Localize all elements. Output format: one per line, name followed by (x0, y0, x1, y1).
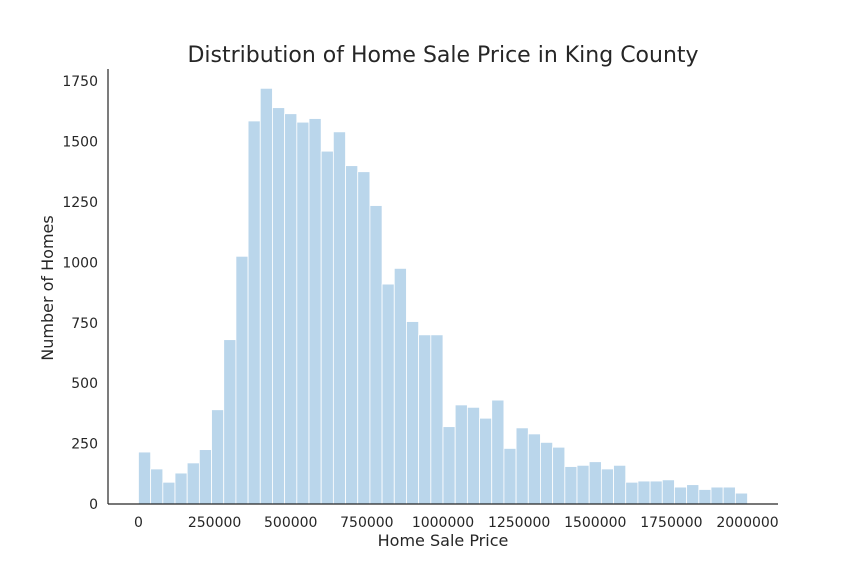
histogram-bar (393, 267, 407, 505)
histogram-bar (637, 480, 651, 505)
y-tick-label: 1750 (62, 74, 98, 90)
histogram-bar (296, 121, 310, 505)
histogram-bar (247, 120, 261, 505)
histogram-bar (284, 113, 298, 505)
y-tick-label: 0 (89, 497, 98, 513)
histogram-bar (138, 451, 152, 505)
histogram-bar (686, 484, 700, 505)
histogram-bar (661, 479, 675, 505)
x-tick-label: 1000000 (412, 515, 474, 531)
x-tick-label: 0 (134, 515, 143, 531)
x-tick-label: 750000 (340, 515, 393, 531)
y-tick-label: 1000 (62, 255, 98, 271)
histogram-bar (211, 409, 225, 505)
histogram-bar (406, 321, 420, 505)
histogram-bar (625, 481, 639, 505)
histogram-bar (466, 406, 480, 505)
histogram-bar (710, 486, 724, 505)
x-tick-label: 250000 (188, 515, 241, 531)
histogram-bar (332, 131, 346, 505)
histogram-bar (588, 461, 602, 505)
x-axis-label: Home Sale Price (378, 531, 509, 550)
histogram-bar (600, 468, 614, 505)
y-tick-label: 500 (71, 376, 98, 392)
histogram-bar (174, 472, 188, 505)
histogram-bar (515, 427, 529, 505)
histogram-bar (235, 255, 249, 505)
histogram-bar (479, 417, 493, 505)
histogram-bar (430, 334, 444, 505)
histogram-bar (674, 486, 688, 505)
x-tick-label: 500000 (264, 515, 317, 531)
histogram-bar (491, 399, 505, 505)
y-tick-label: 1250 (62, 195, 98, 211)
histogram-bar (442, 426, 456, 505)
histogram-bar (186, 462, 200, 505)
x-axis-ticks: 0 250000 500000 750000 1000000 1250000 1500000… (134, 515, 779, 531)
histogram-bar (320, 150, 334, 505)
histogram-bar (722, 486, 736, 505)
histogram-bar (223, 339, 237, 505)
histogram-bar (357, 171, 371, 505)
histogram-bar (649, 480, 663, 505)
histogram-bar (418, 334, 432, 505)
histogram-bar (540, 441, 554, 505)
histogram-bar (454, 404, 468, 505)
x-tick-label: 1250000 (488, 515, 550, 531)
histogram-bar (150, 468, 164, 505)
histogram-bar (698, 489, 712, 505)
histogram-bar (198, 449, 212, 505)
histogram-bar (527, 433, 541, 505)
histogram-bar (734, 492, 748, 505)
histogram-bar (576, 464, 590, 505)
y-axis-label: Number of Homes (38, 215, 57, 360)
bars-group (138, 87, 748, 505)
x-tick-label: 1500000 (564, 515, 626, 531)
histogram-bar (381, 283, 395, 505)
x-tick-label: 2000000 (716, 515, 778, 531)
y-axis-ticks: 0 250 500 750 1000 1250 1500 1750 (62, 74, 98, 513)
histogram-bar (552, 446, 566, 505)
histogram-bar (564, 466, 578, 505)
histogram-bar (259, 87, 273, 505)
histogram-bar (162, 481, 176, 505)
y-tick-label: 250 (71, 437, 98, 453)
histogram-bar (345, 165, 359, 505)
chart-title: Distribution of Home Sale Price in King … (187, 43, 698, 68)
y-tick-label: 1500 (62, 135, 98, 151)
histogram-bar (272, 107, 286, 505)
histogram-bar (369, 205, 383, 505)
x-tick-label: 1750000 (640, 515, 702, 531)
histogram-bar (503, 448, 517, 505)
histogram-bar (613, 464, 627, 505)
histogram-bar (308, 118, 322, 505)
y-tick-label: 750 (71, 316, 98, 332)
